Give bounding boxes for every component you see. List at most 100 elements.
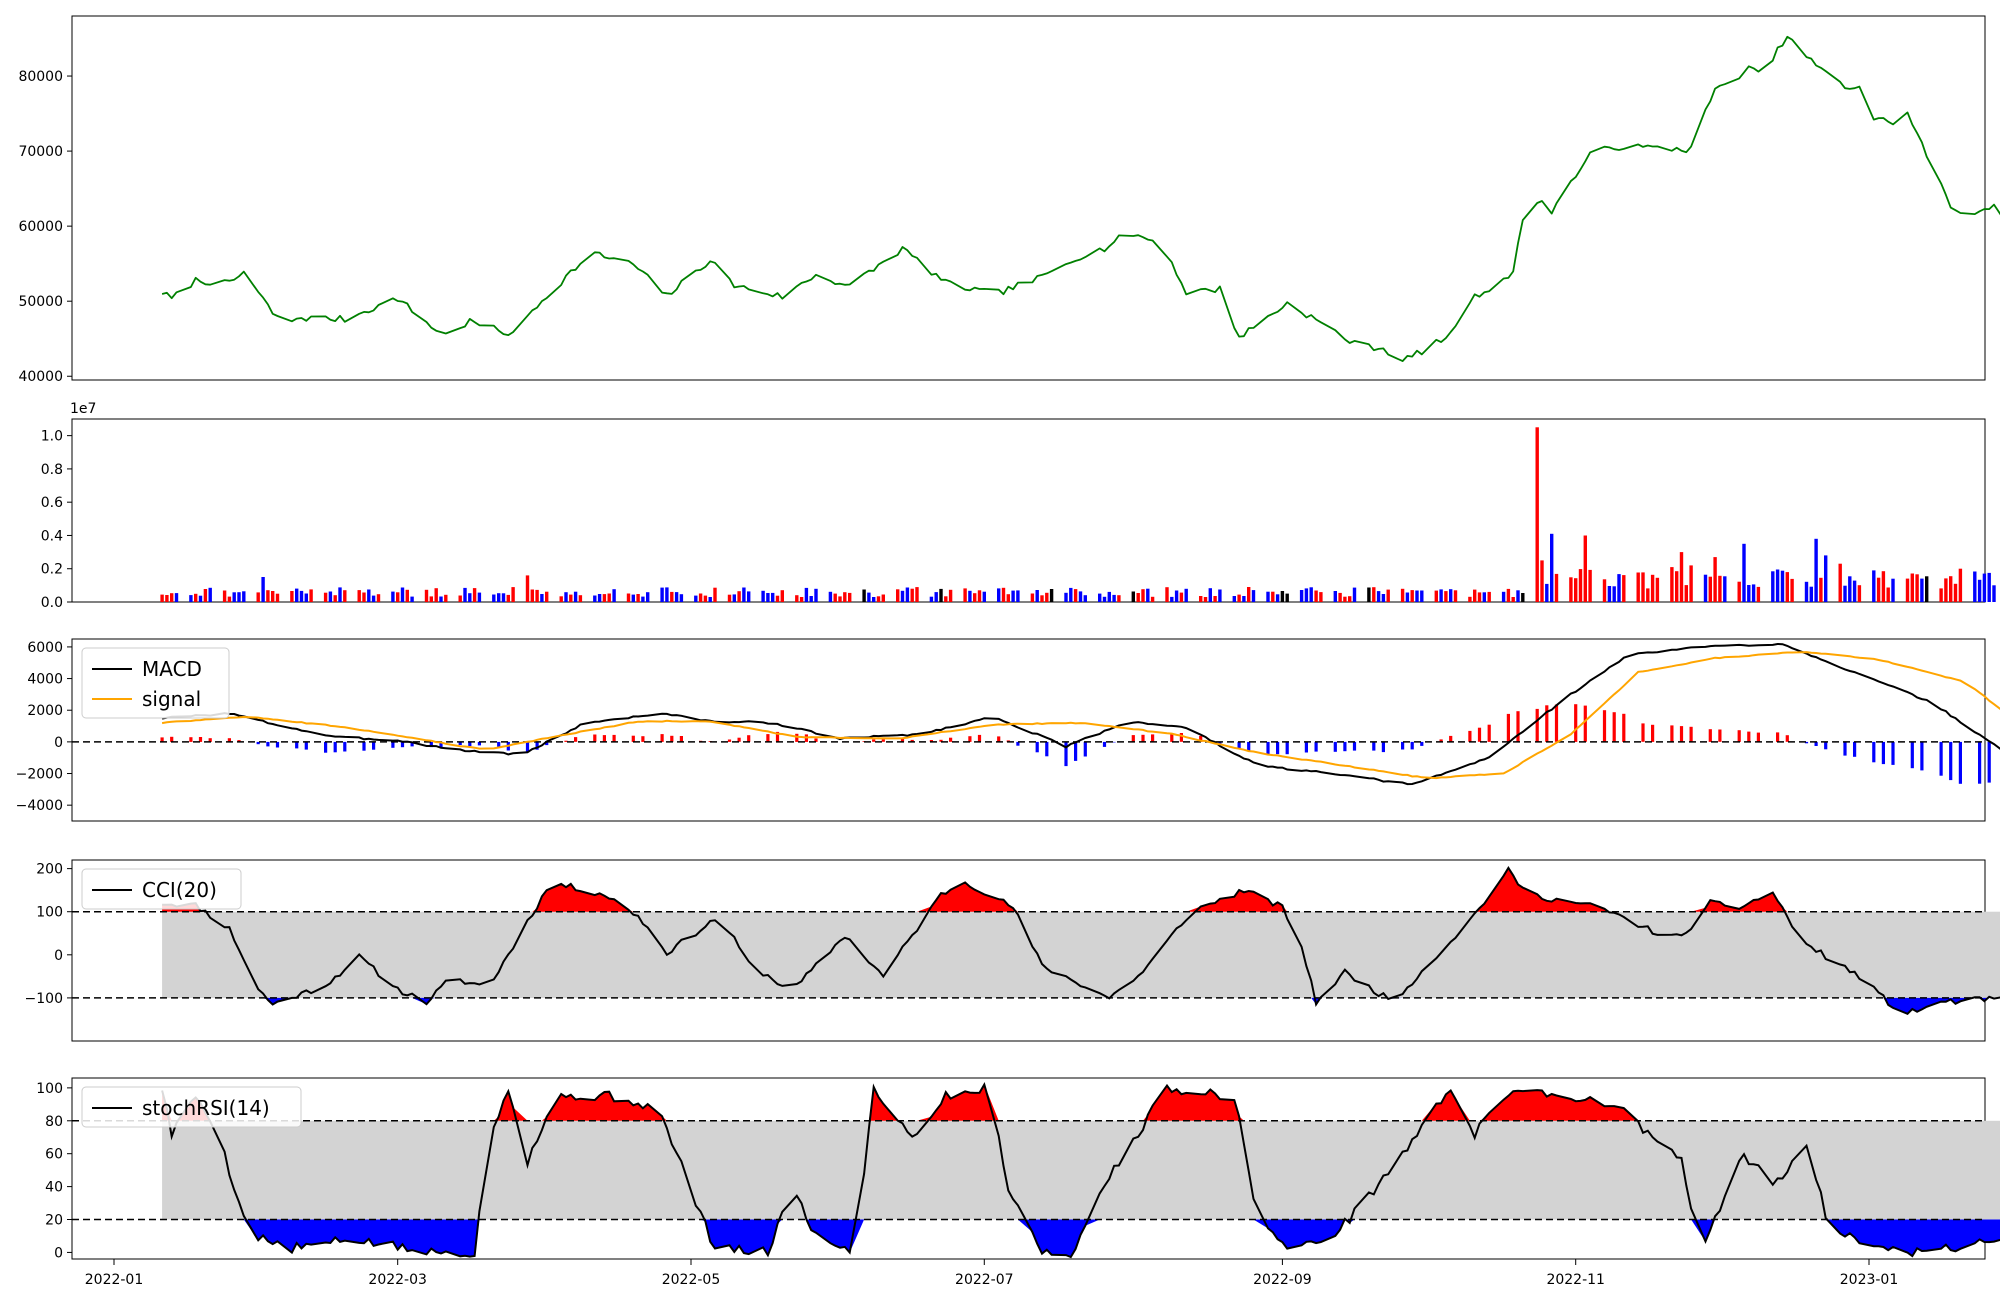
volume-bar <box>963 588 967 602</box>
stochrsi-oversold-fill <box>162 1219 2000 1257</box>
volume-bar <box>1040 595 1044 602</box>
volume-bar <box>1299 590 1304 602</box>
volume-bar <box>597 594 602 602</box>
volume-bar <box>578 595 583 602</box>
volume-bar <box>1602 579 1607 602</box>
price-panel-frame <box>71 15 1986 381</box>
volume-bar <box>564 592 568 602</box>
volume-bar <box>463 587 467 602</box>
volume-bar <box>434 588 438 602</box>
macd-histogram-bar <box>535 741 539 750</box>
macd-histogram-bar <box>333 741 337 753</box>
volume-bar <box>1449 589 1453 602</box>
volume-bar <box>367 589 371 602</box>
volume-bar <box>1372 587 1376 602</box>
volume-bar <box>1819 577 1823 602</box>
macd-histogram-bar <box>1237 741 1241 749</box>
macd-histogram-bar <box>1776 732 1780 742</box>
stochrsi-ytick-label: 0 <box>54 1245 63 1261</box>
price-ytick-label: 80000 <box>18 69 63 85</box>
macd-legend-box <box>81 647 230 719</box>
macd-legend-label: signal <box>142 687 201 711</box>
volume-bar <box>905 587 910 602</box>
volume-bar <box>1107 591 1111 602</box>
volume-bar <box>194 593 198 602</box>
macd-histogram-bar <box>1545 705 1549 742</box>
volume-bar <box>1199 596 1203 602</box>
volume-bar <box>1949 576 1953 602</box>
volume-bar <box>1247 587 1251 602</box>
volume-bar <box>1617 574 1621 602</box>
volume-bar <box>1809 586 1813 602</box>
macd-histogram-bar <box>574 737 578 742</box>
volume-bar <box>593 595 597 602</box>
volume-bar <box>1939 588 1943 602</box>
volume-bar <box>881 594 885 602</box>
macd-histogram-bar <box>1641 723 1645 742</box>
volume-bar <box>1790 578 1794 602</box>
volume-bar <box>242 591 246 602</box>
volume-bar <box>761 590 765 602</box>
macd-histogram-bar <box>1333 741 1337 752</box>
macd-histogram-bar <box>362 741 366 751</box>
volume-bar <box>1468 596 1472 602</box>
volume-bar <box>1588 569 1592 602</box>
volume-bar <box>424 589 429 602</box>
cci-ytick-label: −100 <box>25 991 63 1007</box>
volume-bar <box>1550 533 1554 602</box>
volume-bar <box>1266 591 1270 602</box>
volume-bar <box>636 594 640 602</box>
volume-bar <box>410 596 414 602</box>
volume-bar <box>1723 576 1727 602</box>
volume-bar <box>1622 575 1626 602</box>
volume-ytick-label: 0.4 <box>41 528 63 544</box>
volume-bar <box>338 587 342 602</box>
x-tick-label: 2022-07 <box>955 1272 1014 1288</box>
volume-bar <box>1400 588 1405 602</box>
macd-histogram-bar <box>766 734 770 742</box>
volume-bar <box>814 588 818 602</box>
volume-bar <box>1165 587 1169 602</box>
macd-histogram-bar <box>256 741 260 745</box>
volume-ytick-label: 0.0 <box>41 595 63 611</box>
volume-bar <box>1708 576 1712 602</box>
macd-histogram-bar <box>1872 741 1876 763</box>
cci-legend-label: CCI(20) <box>142 878 217 902</box>
volume-bar <box>766 593 770 602</box>
volume-bar <box>170 593 174 602</box>
volume-bar <box>1170 596 1174 602</box>
macd-histogram-bar <box>1516 711 1520 742</box>
volume-bar <box>1824 555 1828 602</box>
volume-bar <box>1069 587 1073 602</box>
macd-histogram-bar <box>660 734 664 742</box>
volume-bar <box>867 592 871 602</box>
volume-bar <box>1857 585 1862 602</box>
macd-histogram-bar <box>1352 741 1357 751</box>
volume-bar <box>900 590 905 602</box>
volume-bar <box>703 595 708 602</box>
x-tick-label: 2022-03 <box>368 1272 427 1288</box>
volume-bar <box>1285 593 1289 602</box>
macd-histogram-bar <box>1420 741 1424 746</box>
volume-bar <box>1742 543 1746 602</box>
volume-bar <box>1367 587 1371 602</box>
volume-ytick-label: 1.0 <box>41 429 63 445</box>
volume-bar <box>477 592 482 602</box>
volume-bar <box>468 593 472 602</box>
volume-bar <box>232 592 236 602</box>
macd-histogram-bar <box>1276 741 1280 755</box>
macd-histogram-bar <box>900 738 905 742</box>
macd-histogram-bar <box>679 736 683 742</box>
macd-histogram-bar <box>1449 735 1453 742</box>
volume-bar <box>602 594 607 602</box>
volume-bar <box>323 592 328 602</box>
volume-bar <box>1203 597 1208 602</box>
macd-histogram-bar <box>1218 741 1222 744</box>
macd-histogram-bar <box>468 741 472 747</box>
volume-bar <box>795 595 799 602</box>
macd-histogram-bar <box>1651 724 1655 742</box>
macd-histogram-bar <box>1602 710 1607 742</box>
volume-bar <box>160 594 164 602</box>
volume-bar <box>910 588 914 602</box>
macd-histogram-bar <box>1477 727 1482 742</box>
